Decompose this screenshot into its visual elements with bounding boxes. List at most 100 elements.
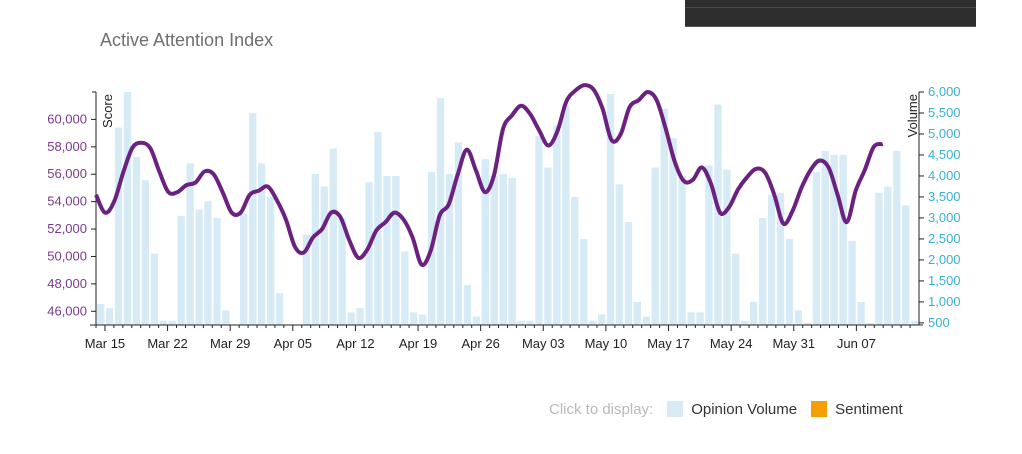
volume-bar: [463, 285, 472, 325]
sentiment-line: [94, 83, 884, 268]
volume-bar: [150, 253, 158, 325]
volume-bar: [911, 320, 919, 325]
volume-bar: [624, 222, 633, 325]
volume-bar: [598, 314, 606, 325]
x-tick-label: Apr 26: [462, 336, 500, 351]
x-tick-label: Apr 12: [336, 336, 374, 351]
volume-bar: [222, 310, 230, 325]
volume-bar: [213, 217, 221, 325]
volume-bar: [759, 217, 767, 325]
axes: 46,000 48,000 50,000 52,000 54,000 56,000 58,0…: [47, 84, 960, 351]
volume-bar: [732, 253, 740, 325]
x-tick-label: May 10: [585, 336, 628, 351]
volume-bar: [365, 182, 373, 325]
volume-bar: [669, 138, 677, 325]
right-tick-label: 500: [928, 315, 950, 330]
volume-bar: [875, 192, 883, 325]
volume-bar: [383, 176, 391, 325]
volume-bar: [267, 197, 275, 325]
x-tick-label: Jun 07: [837, 336, 876, 351]
right-tick-label: 5,000: [928, 126, 961, 141]
right-tick-label: 3,500: [928, 189, 961, 204]
volume-bar: [723, 169, 731, 325]
sentiment-swatch: [811, 401, 828, 417]
volume-bar: [472, 316, 480, 325]
left-tick-label: 50,000: [47, 248, 87, 263]
volume-bar: [776, 192, 785, 325]
legend-item-opinion-volume[interactable]: Opinion Volume: [667, 401, 797, 418]
x-tick-label: Apr 05: [274, 336, 312, 351]
volume-bar: [830, 155, 838, 325]
right-axis-title: Volume: [905, 94, 920, 137]
volume-bar: [633, 301, 641, 325]
dropdown-overlay: [685, 0, 976, 27]
right-tick-label: 4,000: [928, 168, 961, 183]
right-tick-label: 4,500: [928, 147, 961, 162]
volume-bar: [705, 165, 713, 325]
volume-bar: [454, 142, 463, 325]
right-tick-label: 1,000: [928, 294, 961, 309]
volume-bar: [177, 215, 185, 325]
volume-bar: [803, 322, 811, 325]
volume-bar: [159, 320, 167, 325]
volume-bar: [114, 127, 123, 325]
volume-bar: [794, 310, 803, 325]
volume-bar: [696, 312, 704, 325]
volume-bar: [338, 217, 346, 325]
volume-bar: [240, 213, 248, 325]
volume-bar: [410, 312, 418, 325]
left-tick-label: 54,000: [47, 194, 87, 209]
volume-bar: [884, 186, 892, 325]
right-tick-label: 2,500: [928, 231, 961, 246]
volume-bar: [767, 194, 776, 325]
volume-bar: [481, 159, 489, 325]
volume-bar: [812, 171, 820, 325]
volume-bar: [902, 205, 910, 325]
volume-bar: [105, 308, 114, 325]
right-tick-label: 5,500: [928, 105, 961, 120]
x-tick-label: Mar 29: [210, 336, 250, 351]
volume-bar: [606, 94, 615, 325]
volume-bar: [571, 197, 579, 325]
volume-bar: [97, 304, 105, 325]
legend-label: Sentiment: [835, 400, 903, 418]
chart-title: Active Attention Index: [100, 30, 274, 50]
volume-bar: [347, 312, 355, 325]
right-tick-label: 1,500: [928, 273, 961, 288]
volume-bar: [258, 163, 266, 325]
left-tick-label: 52,000: [47, 221, 87, 236]
volume-bar: [302, 234, 311, 325]
legend-item-sentiment[interactable]: Sentiment: [811, 401, 903, 418]
volume-bar: [275, 293, 284, 325]
volume-bar: [615, 184, 624, 325]
left-tick-label: 48,000: [47, 276, 87, 291]
right-tick-label: 3,000: [928, 210, 961, 225]
x-tick-label: May 03: [522, 336, 565, 351]
volume-bar: [186, 163, 194, 325]
volume-bar: [195, 209, 203, 325]
volume-bar: [401, 251, 409, 325]
volume-bar: [329, 148, 337, 325]
overlay-divider: [685, 7, 976, 8]
legend: Click to display: Opinion Volume Sentime…: [549, 398, 917, 420]
volume-bar: [141, 180, 149, 325]
volume-bar: [857, 301, 865, 325]
bar-series: [97, 92, 919, 325]
volume-bar: [589, 320, 597, 325]
x-tick-label: Mar 15: [85, 336, 125, 351]
volume-bar: [132, 157, 141, 325]
x-tick-label: May 17: [647, 336, 690, 351]
volume-bar: [535, 136, 543, 325]
volume-bar: [168, 320, 176, 325]
volume-bar: [517, 320, 525, 325]
volume-bar: [839, 155, 847, 325]
volume-bar: [714, 104, 722, 325]
x-tick-label: Apr 19: [399, 336, 437, 351]
left-tick-label: 46,000: [47, 303, 87, 318]
volume-bar: [526, 320, 534, 325]
volume-bar: [678, 176, 686, 325]
volume-bar: [204, 201, 212, 325]
left-axis-title: Score: [100, 94, 115, 128]
legend-prompt: Click to display:: [549, 400, 654, 418]
